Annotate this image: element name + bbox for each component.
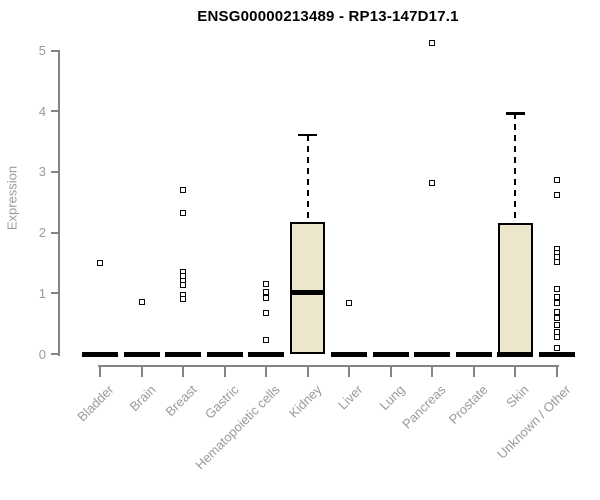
x-tick [555,365,558,377]
x-tick [99,365,101,377]
outlier-point [553,334,560,340]
y-tick-label: 4 [38,103,46,119]
outlier-point [429,179,435,186]
outlier-point [346,300,352,306]
x-tick [182,365,184,377]
x-tick [472,365,475,377]
median-line [290,289,325,295]
outlier-point [263,337,269,344]
y-tick-label: 0 [38,346,46,362]
x-tick [514,365,516,377]
x-axis-line [98,365,559,367]
median-line [331,351,367,357]
x-tick [389,365,392,377]
x-tick [348,365,350,377]
chart-title: ENSG00000213489 - RP13-147D17.1 [197,8,459,25]
x-tick-label: Lung [376,382,408,414]
boxplot-box [497,222,533,354]
outlier-point [553,176,560,183]
whisker-cap [505,112,525,115]
median-line [455,351,492,357]
median-line [206,351,243,357]
x-tick [140,365,143,377]
median-line [248,351,284,357]
x-tick [265,365,267,377]
outlier-point [263,295,269,302]
outlier-point [553,321,560,328]
y-tick [51,110,58,113]
x-tick [431,365,433,377]
y-tick-label: 1 [38,285,46,301]
whisker [306,134,309,223]
outlier-point [97,259,103,266]
whisker-cap [298,133,317,137]
median-line [414,351,450,357]
y-tick [51,292,58,295]
median-line [165,351,201,357]
x-tick [306,365,309,377]
x-tick-label: Skin [503,382,532,411]
y-tick [51,49,58,52]
x-tick-label: Unknown / Other [493,382,574,462]
x-tick-label: Brain [126,382,159,415]
x-tick-label: Bladder [74,382,117,425]
y-tick [51,353,58,355]
outlier-point [263,309,269,316]
outlier-point [180,296,186,303]
outlier-point [180,210,186,217]
x-tick-label: Prostate [445,382,491,427]
median-line [123,351,160,357]
y-tick-label: 5 [38,43,46,58]
outlier-point [553,293,560,300]
x-tick [223,365,226,377]
outlier-point [263,281,269,288]
outlier-point [553,300,560,306]
outlier-point [138,298,145,305]
median-line [82,351,118,357]
y-tick [51,231,58,234]
x-tick-label: Kidney [285,382,325,421]
x-tick-label: Breast [162,382,200,420]
outlier-point [180,187,186,194]
median-line [538,351,575,357]
y-axis-line [58,50,60,356]
outlier-point [553,309,560,316]
x-tick-label: Gastric [201,382,242,422]
outlier-point [553,191,560,198]
median-line [497,351,533,357]
outlier-point [180,282,186,289]
whisker [514,113,516,223]
y-tick [51,170,58,173]
outlier-point [553,258,560,265]
outlier-point [553,286,560,293]
y-tick-label: 3 [38,164,46,180]
boxplot-box [290,222,325,354]
outlier-point [429,39,435,46]
y-tick-label: 2 [38,225,46,241]
x-tick-label: Pancreas [399,382,449,432]
outlier-point [553,315,560,322]
outlier-point [263,289,269,296]
x-tick-label: Liver [335,382,366,413]
median-line [372,351,409,357]
outlier-point [553,344,560,351]
